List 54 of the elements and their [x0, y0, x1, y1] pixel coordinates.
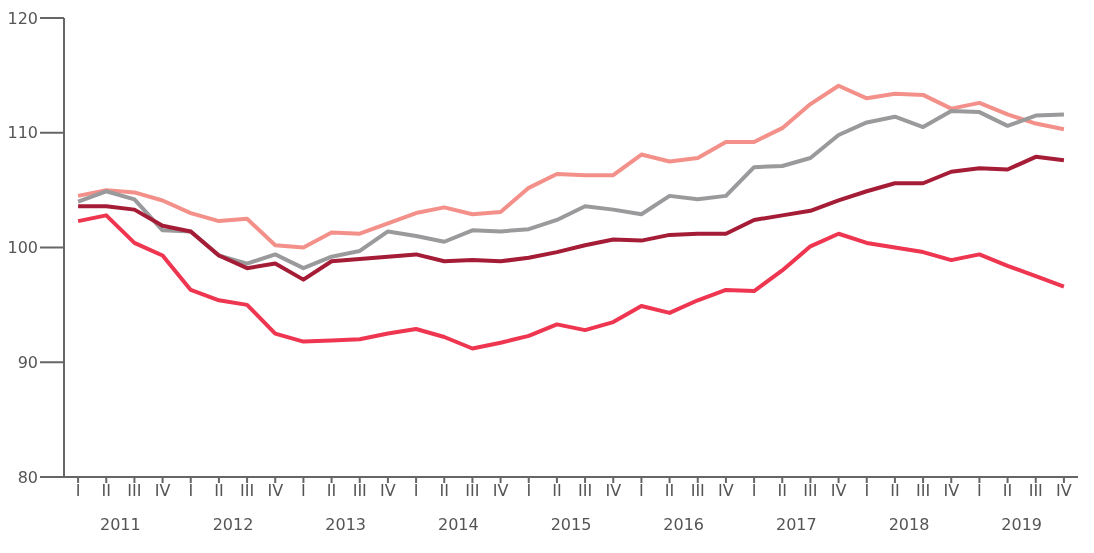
line-series — [76, 108, 1066, 271]
x-tick-label: II — [664, 481, 675, 501]
x-tick-label: IV — [718, 481, 734, 501]
x-tick-label: II — [326, 481, 337, 501]
x-tick-label: I — [188, 481, 194, 501]
y-tick-label: 90 — [17, 352, 38, 372]
x-tick-label: IV — [1056, 481, 1072, 501]
x-tick-label: III — [916, 481, 931, 501]
x-tick-label: IV — [154, 481, 171, 501]
x-tick-label: IV — [267, 481, 284, 501]
text: 2014 — [437, 515, 479, 535]
x-tick-label: IV — [380, 481, 396, 501]
x-tick-label: III — [803, 481, 818, 501]
x-tick-label: II — [101, 481, 111, 501]
x-tick-label: I — [977, 481, 982, 501]
x-tick-label: II — [890, 481, 900, 501]
y-tick-label: 120 — [7, 8, 38, 28]
x-tick-label: I — [639, 481, 644, 501]
x-tick-label: II — [552, 481, 562, 501]
x-tick-label: III — [465, 481, 480, 501]
x-tick-label: II — [777, 481, 787, 501]
line-series — [76, 83, 1066, 250]
x-tick-label: III — [578, 481, 593, 501]
y-tick-label: 80 — [17, 467, 38, 487]
line-series — [76, 213, 1066, 351]
x-tick-label: IV — [830, 481, 847, 501]
text: 2017 — [775, 515, 817, 535]
text: 2012 — [212, 515, 254, 535]
x-tick-label: IV — [605, 481, 622, 501]
y-tick-label: 100 — [7, 238, 38, 258]
text: 2019 — [1001, 515, 1043, 535]
text: 2015 — [550, 515, 592, 535]
x-tick-label: I — [751, 481, 757, 501]
text: 2016 — [663, 515, 705, 535]
x-tick-label: IV — [943, 481, 960, 501]
x-tick-label: I — [413, 481, 419, 501]
text: 2018 — [888, 515, 930, 535]
line-series — [76, 154, 1066, 282]
x-tick-label: I — [526, 481, 532, 501]
y-tick-label: 110 — [7, 123, 38, 143]
x-tick-label: II — [439, 481, 449, 501]
x-tick-label: I — [864, 481, 870, 501]
x-tick-label: II — [1002, 481, 1013, 501]
x-tick-label: II — [214, 481, 224, 501]
x-tick-label: I — [75, 481, 81, 501]
x-tick-label: III — [352, 481, 367, 501]
x-tick-label: IV — [492, 481, 509, 501]
x-tick-label: III — [690, 481, 705, 501]
x-tick-label: III — [127, 481, 142, 501]
text: 2011 — [99, 515, 141, 535]
x-tick-label: I — [301, 481, 306, 501]
x-tick-label: III — [1028, 481, 1043, 501]
text: 2013 — [325, 515, 367, 535]
x-tick-label: III — [240, 481, 255, 501]
